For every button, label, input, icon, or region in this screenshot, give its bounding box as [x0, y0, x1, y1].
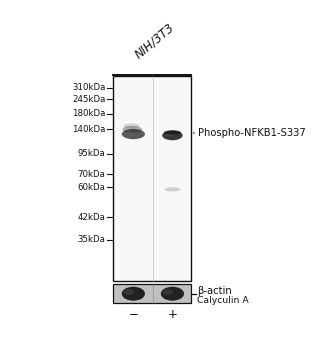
Ellipse shape [165, 133, 175, 136]
Text: 60kDa: 60kDa [77, 183, 105, 191]
Text: 310kDa: 310kDa [72, 84, 105, 92]
Ellipse shape [122, 129, 145, 139]
Ellipse shape [163, 289, 173, 295]
Text: 95kDa: 95kDa [77, 149, 105, 158]
Text: 42kDa: 42kDa [77, 212, 105, 222]
Ellipse shape [161, 287, 184, 301]
Text: 140kDa: 140kDa [72, 125, 105, 134]
Ellipse shape [164, 187, 180, 191]
Ellipse shape [125, 131, 136, 135]
Text: +: + [168, 308, 177, 321]
Ellipse shape [124, 289, 134, 295]
Ellipse shape [162, 131, 183, 140]
Ellipse shape [122, 126, 142, 133]
Bar [113, 76, 191, 280]
Ellipse shape [122, 287, 145, 301]
Text: 180kDa: 180kDa [72, 109, 105, 118]
Text: 35kDa: 35kDa [77, 235, 105, 244]
Text: 245kDa: 245kDa [72, 95, 105, 104]
Ellipse shape [123, 123, 140, 128]
Text: NIH/3T3: NIH/3T3 [132, 21, 176, 61]
Ellipse shape [164, 130, 181, 135]
Text: 70kDa: 70kDa [77, 170, 105, 179]
Text: Calyculin A: Calyculin A [197, 296, 249, 305]
Bar [113, 284, 191, 303]
Text: β-actin: β-actin [197, 286, 232, 296]
Text: Phospho-NFKB1-S337: Phospho-NFKB1-S337 [198, 128, 305, 138]
Text: −: − [129, 308, 138, 321]
